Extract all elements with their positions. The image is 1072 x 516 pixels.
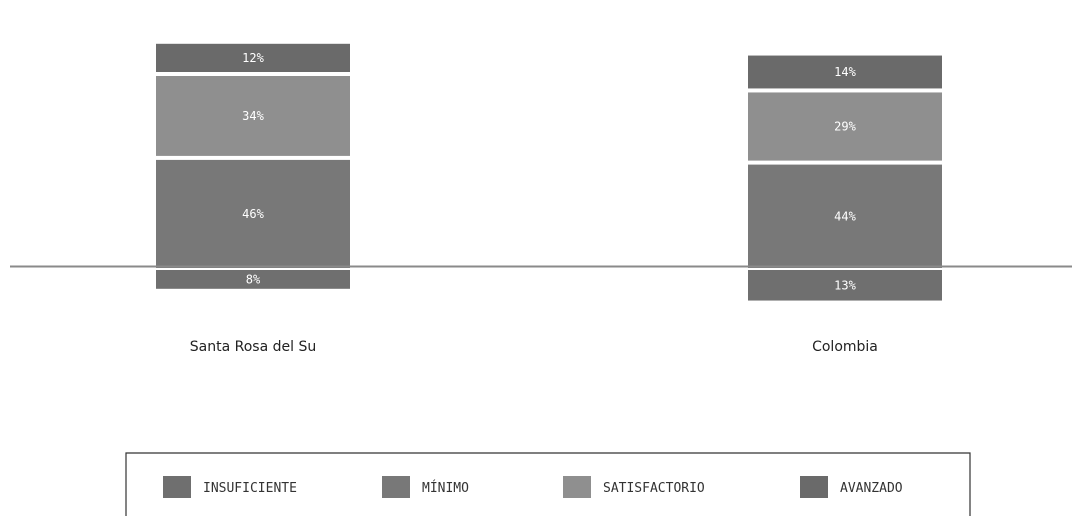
data-label-minimo-santa-rosa-del-su: 46% bbox=[242, 207, 264, 221]
bar-satisfactorio-colombia bbox=[748, 92, 942, 161]
bar-satisfactorio-santa-rosa-del-su bbox=[156, 76, 350, 156]
bar-insuficiente-colombia bbox=[748, 270, 942, 301]
legend-label-satisfactorio: SATISFACTORIO bbox=[603, 481, 705, 496]
data-label-avanzado-santa-rosa-del-su: 12% bbox=[242, 51, 264, 65]
bars-layer: 8% 46% 34% 12% 13% 44% 29% 14% bbox=[156, 43, 942, 301]
bar-avanzado-colombia bbox=[748, 55, 942, 89]
legend-border bbox=[125, 452, 971, 516]
data-label-insuficiente-santa-rosa-del-su: 8% bbox=[246, 272, 261, 286]
data-label-minimo-colombia: 44% bbox=[834, 209, 856, 223]
data-label-insuficiente-colombia: 13% bbox=[834, 278, 856, 292]
data-label-satisfactorio-santa-rosa-del-su: 34% bbox=[242, 109, 264, 123]
category-labels: Santa Rosa del Su Colombia bbox=[190, 339, 878, 355]
legend-swatch-insuficiente bbox=[163, 476, 191, 498]
bar-avanzado-santa-rosa-del-su bbox=[156, 43, 350, 72]
legend-swatch-minimo bbox=[382, 476, 410, 498]
legend-label-avanzado: AVANZADO bbox=[840, 481, 903, 496]
legend-label-insuficiente: INSUFICIENTE bbox=[203, 481, 297, 496]
bar-minimo-colombia bbox=[748, 164, 942, 268]
legend-swatch-satisfactorio bbox=[563, 476, 591, 498]
legend-swatch-avanzado bbox=[800, 476, 828, 498]
data-label-satisfactorio-colombia: 29% bbox=[834, 120, 856, 134]
category-label-santa-rosa-del-su: Santa Rosa del Su bbox=[190, 339, 316, 355]
data-label-avanzado-colombia: 14% bbox=[834, 65, 856, 79]
legend: INSUFICIENTE MÍNIMO SATISFACTORIO AVANZADO bbox=[125, 452, 971, 516]
bar-minimo-santa-rosa-del-su bbox=[156, 159, 350, 268]
legend-label-minimo: MÍNIMO bbox=[422, 480, 469, 496]
category-label-colombia: Colombia bbox=[812, 339, 878, 355]
bar-insuficiente-santa-rosa-del-su bbox=[156, 270, 350, 289]
